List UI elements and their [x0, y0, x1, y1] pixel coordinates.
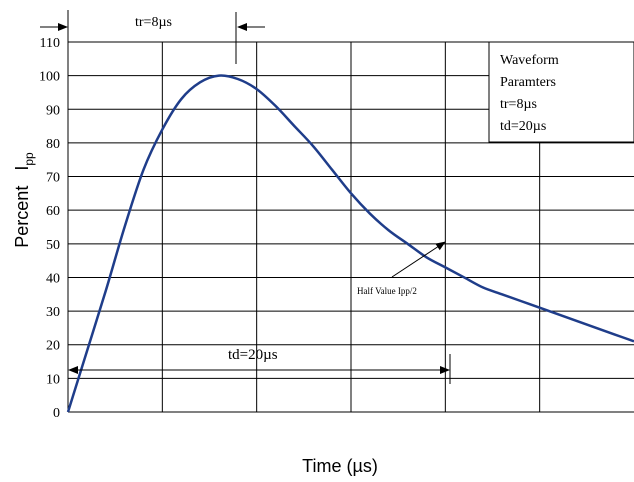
- y-axis-label-main: Percent: [12, 186, 32, 248]
- parameters-line-3: tr=8µs: [500, 97, 537, 112]
- x-axis-label: Time (µs): [302, 456, 378, 476]
- svg-text:Percent Ipp: Percent Ipp: [12, 152, 36, 248]
- parameters-line-4: td=20µs: [500, 119, 546, 134]
- half-value-label: Half Value Ipp/2: [357, 286, 417, 296]
- y-tick-label-70: 70: [46, 171, 60, 186]
- y-tick-label-40: 40: [46, 271, 60, 286]
- tr-annotation: tr=8µs: [40, 12, 265, 64]
- td-annotation: td=20µs: [68, 347, 451, 384]
- y-tick-label-80: 80: [46, 137, 60, 152]
- vertical-gridlines: [161, 42, 541, 412]
- y-tick-label-20: 20: [46, 339, 60, 354]
- y-tick-label-110: 110: [40, 36, 60, 51]
- parameters-box-frame: [488, 41, 634, 143]
- waveform-parameters-box: Waveform Paramters tr=8µs td=20µs: [488, 41, 634, 143]
- y-tick-label-100: 100: [39, 70, 60, 85]
- y-axis-label-symbol: I: [12, 166, 32, 171]
- y-tick-label-0: 0: [53, 406, 60, 421]
- y-tick-label-30: 30: [46, 305, 60, 320]
- y-tick-label-60: 60: [46, 204, 60, 219]
- y-axis-label: Percent Ipp: [12, 152, 36, 248]
- y-tick-labels: 0 10 20 30 40 50 60 70 80 90 100 110: [39, 36, 60, 421]
- y-axis-label-subscript: pp: [22, 152, 36, 166]
- half-value-annotation: Half Value Ipp/2: [357, 241, 446, 296]
- y-tick-label-10: 10: [46, 372, 60, 387]
- y-tick-label-90: 90: [46, 103, 60, 118]
- waveform-series-line: [66, 74, 634, 413]
- tr-label: tr=8µs: [135, 15, 172, 30]
- half-value-arrow: [391, 241, 446, 278]
- td-label: td=20µs: [228, 347, 278, 363]
- parameters-line-2: Paramters: [500, 75, 556, 90]
- y-tick-label-50: 50: [46, 238, 60, 253]
- parameters-line-1: Waveform: [500, 53, 559, 68]
